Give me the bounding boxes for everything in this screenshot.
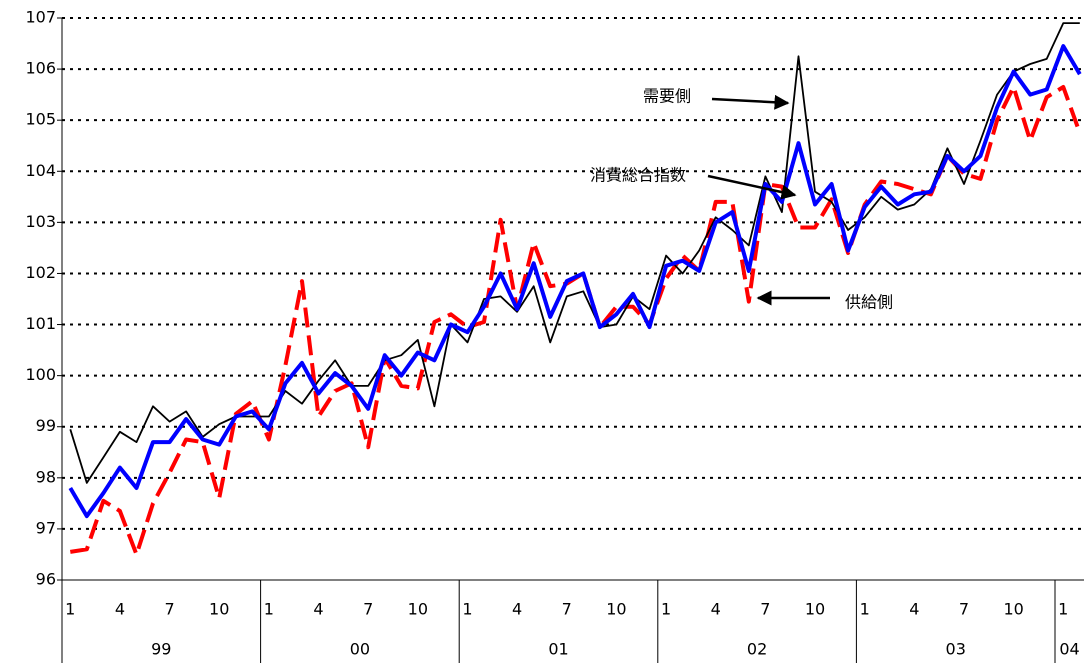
group-label: 01	[548, 640, 568, 659]
x-tick-label: 1	[860, 600, 870, 619]
y-tick-label: 97	[36, 518, 56, 537]
x-tick-label: 7	[959, 600, 969, 619]
x-tick-label: 4	[909, 600, 919, 619]
annotation: 供給側	[845, 293, 893, 312]
series-line	[69, 22, 1080, 484]
group-label: 04	[1059, 640, 1079, 659]
x-tick-label: 4	[711, 600, 721, 619]
annotation-arrow	[707, 174, 797, 200]
annotation: 需要側	[643, 87, 691, 106]
annotation-arrow	[711, 94, 790, 110]
x-tick-label: 1	[1058, 600, 1068, 619]
x-tick-label: 7	[363, 600, 373, 619]
y-tick-label: 99	[36, 416, 56, 435]
series-line	[69, 85, 1082, 557]
x-tick-label: 10	[408, 600, 428, 619]
y-tick-label: 106	[25, 59, 56, 78]
y-tick-label: 104	[25, 161, 56, 180]
x-tick-label: 4	[313, 600, 323, 619]
x-tick-label: 7	[164, 600, 174, 619]
y-tick-label: 103	[25, 212, 56, 231]
x-tick-label: 1	[661, 600, 671, 619]
x-tick-label: 10	[805, 600, 825, 619]
x-tick-label: 1	[65, 600, 75, 619]
y-tick-label: 101	[25, 314, 56, 333]
x-tick-label: 10	[209, 600, 229, 619]
y-tick-label: 105	[25, 110, 56, 129]
y-tick-label: 102	[25, 263, 56, 282]
x-tick-label: 7	[760, 600, 770, 619]
group-label: 00	[350, 640, 370, 659]
x-tick-label: 1	[462, 600, 472, 619]
y-tick-label: 107	[25, 8, 56, 27]
x-tick-label: 1	[264, 600, 274, 619]
x-tick-label: 4	[512, 600, 522, 619]
group-label: 03	[946, 640, 966, 659]
y-tick-label: 100	[25, 365, 56, 384]
group-label: 02	[747, 640, 767, 659]
y-tick-label: 96	[36, 570, 56, 589]
x-tick-label: 4	[115, 600, 125, 619]
y-tick-label: 98	[36, 467, 56, 486]
x-tick-label: 7	[562, 600, 572, 619]
group-label: 99	[151, 640, 171, 659]
x-tick-label: 10	[606, 600, 626, 619]
series-line	[68, 44, 1082, 519]
x-tick-label: 10	[1003, 600, 1023, 619]
annotation: 消費総合指数	[590, 166, 686, 185]
